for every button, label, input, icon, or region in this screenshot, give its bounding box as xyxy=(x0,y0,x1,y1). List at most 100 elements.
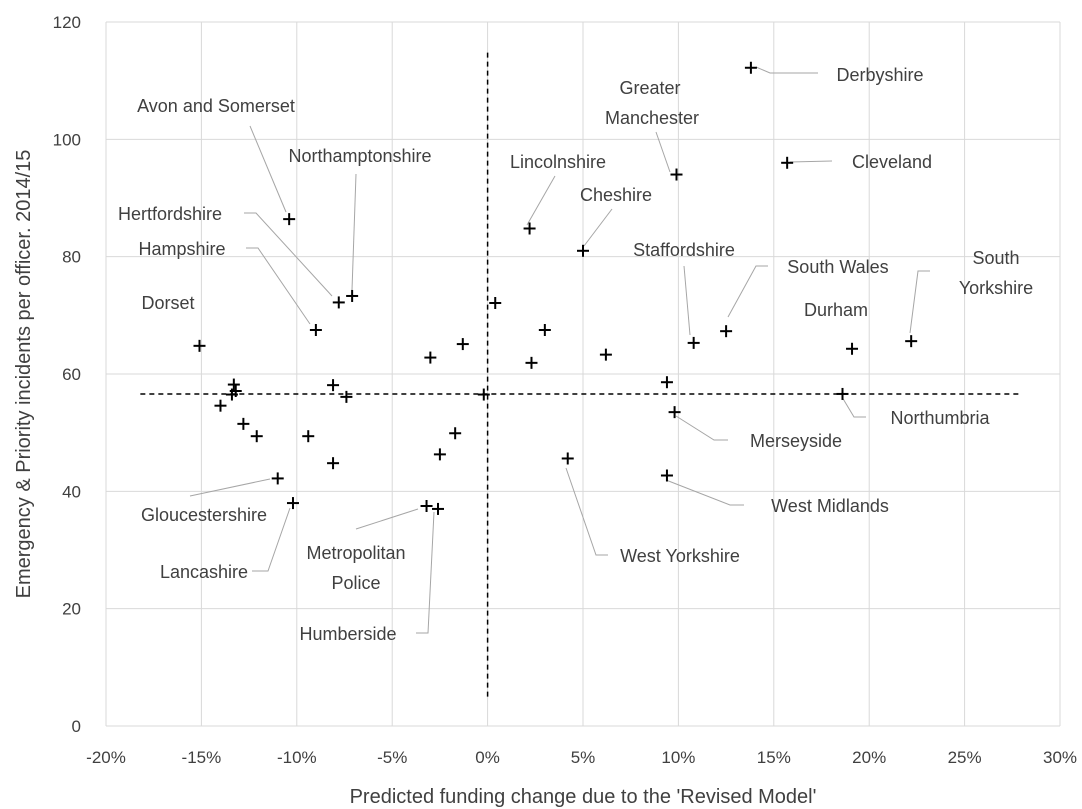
point-label: Northamptonshire xyxy=(288,146,431,166)
point-label: Hampshire xyxy=(138,239,225,259)
data-point xyxy=(214,399,227,412)
point-label: West Yorkshire xyxy=(620,546,740,566)
x-tick-labels: -20% -15% -10% -5% 0% 5% 10% 15% 20% 25% 30% xyxy=(86,748,1077,767)
leader-line xyxy=(655,131,671,173)
data-point xyxy=(271,472,284,485)
leader-line xyxy=(249,125,287,213)
data-point xyxy=(227,378,240,391)
leader-line xyxy=(675,415,728,441)
point-label: Cheshire xyxy=(580,185,652,205)
leader-line xyxy=(583,208,613,247)
leader-line xyxy=(727,265,768,318)
data-point xyxy=(836,387,849,400)
point-label: Staffordshire xyxy=(633,240,735,260)
y-tick-label: 0 xyxy=(72,717,81,736)
leader-line xyxy=(841,396,866,418)
data-point xyxy=(250,430,263,443)
point-label: Northumbria xyxy=(890,408,990,428)
point-label: Dorset xyxy=(141,293,194,313)
data-point xyxy=(744,61,757,74)
y-tick-label: 120 xyxy=(53,13,81,32)
data-point xyxy=(599,348,612,361)
point-label: Avon and Somerset xyxy=(137,96,295,116)
leader-line xyxy=(246,247,311,325)
point-label: Hertfordshire xyxy=(118,204,222,224)
leader-line xyxy=(665,479,744,506)
point-label: Merseyside xyxy=(750,431,842,451)
data-points xyxy=(193,61,918,515)
point-label: Metropolitan Police xyxy=(306,543,405,593)
leader-line xyxy=(909,270,930,334)
data-point xyxy=(456,338,469,351)
x-tick-label: 5% xyxy=(571,748,596,767)
leader-line xyxy=(351,173,357,291)
leader-line xyxy=(244,212,333,297)
x-tick-label: -20% xyxy=(86,748,126,767)
data-point xyxy=(561,452,574,465)
x-tick-label: -10% xyxy=(277,748,317,767)
x-tick-label: -5% xyxy=(377,748,407,767)
point-label: Humberside xyxy=(299,624,396,644)
data-point xyxy=(340,390,353,403)
x-tick-label: 30% xyxy=(1043,748,1077,767)
data-point xyxy=(302,430,315,443)
leader-line xyxy=(565,467,608,556)
data-point xyxy=(525,356,538,369)
data-point xyxy=(523,222,536,235)
leader-line xyxy=(355,508,419,530)
point-label: Lincolnshire xyxy=(510,152,606,172)
x-tick-label: 20% xyxy=(852,748,886,767)
data-point xyxy=(781,156,794,169)
label-leader-lines xyxy=(189,66,930,634)
y-tick-label: 60 xyxy=(62,365,81,384)
data-point xyxy=(286,497,299,510)
data-point xyxy=(720,325,733,338)
point-label: Derbyshire xyxy=(836,65,923,85)
data-point xyxy=(327,457,340,470)
leader-line xyxy=(789,160,833,163)
leader-line xyxy=(189,478,271,497)
y-tick-label: 20 xyxy=(62,600,81,619)
data-point xyxy=(424,351,437,364)
x-tick-label: 0% xyxy=(475,748,500,767)
data-point xyxy=(193,339,206,352)
leader-line xyxy=(416,511,435,634)
data-point xyxy=(327,379,340,392)
y-tick-label: 40 xyxy=(62,482,81,501)
data-point xyxy=(283,213,296,226)
x-tick-label: 10% xyxy=(661,748,695,767)
data-point xyxy=(332,296,345,309)
leader-line xyxy=(526,175,556,226)
x-axis-title: Predicted funding change due to the 'Rev… xyxy=(350,786,817,808)
data-point xyxy=(687,336,700,349)
data-point xyxy=(431,502,444,515)
data-point xyxy=(660,376,673,389)
data-point xyxy=(433,448,446,461)
y-tick-label: 100 xyxy=(53,130,81,149)
leader-line xyxy=(252,507,291,572)
point-label: Durham xyxy=(804,300,868,320)
data-point xyxy=(225,388,238,401)
data-point xyxy=(670,168,683,181)
data-point xyxy=(538,324,551,336)
data-point xyxy=(346,289,359,302)
data-point xyxy=(309,324,322,336)
data-point xyxy=(477,388,490,401)
data-point xyxy=(449,427,462,440)
point-label: Gloucestershire xyxy=(141,505,267,525)
point-label: Lancashire xyxy=(160,562,248,582)
data-point xyxy=(577,244,589,257)
point-label: Cleveland xyxy=(852,152,932,172)
x-tick-label: 25% xyxy=(948,748,982,767)
y-tick-labels: 0 20 40 60 80 100 120 xyxy=(53,13,81,736)
point-labels: Dorset Avon and Somerset Hertfordshire Nort… xyxy=(118,65,1033,644)
point-label: South Wales xyxy=(787,257,888,277)
data-point xyxy=(237,417,250,430)
data-point xyxy=(660,469,673,482)
y-axis-title: Emergency & Priority incidents per offic… xyxy=(13,150,35,599)
data-point xyxy=(489,297,502,310)
data-point xyxy=(668,406,681,419)
data-point xyxy=(420,500,433,512)
leader-line xyxy=(683,265,691,336)
x-tick-label: -15% xyxy=(182,748,222,767)
